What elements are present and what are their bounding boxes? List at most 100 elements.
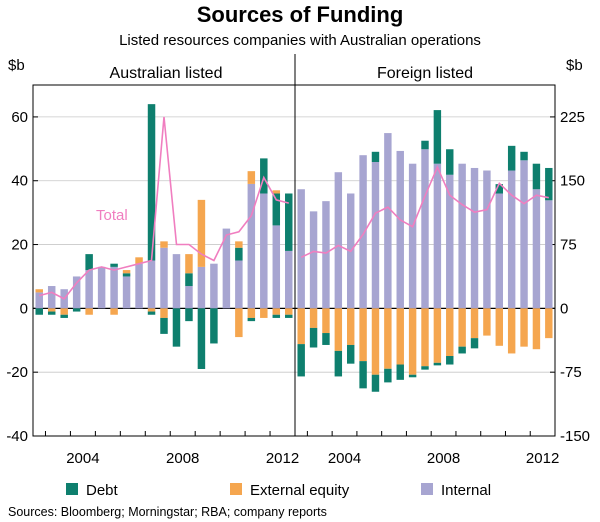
bar-internal	[470, 167, 479, 309]
y-tick-label: 0	[560, 300, 568, 317]
bar-debt	[334, 350, 343, 377]
bar-debt	[446, 356, 454, 365]
panel-title-foreign-listed: Foreign listed	[377, 65, 473, 82]
bar-debt	[285, 314, 293, 318]
bar-debt	[347, 344, 355, 364]
bar-debt	[545, 167, 553, 201]
bar-internal	[197, 266, 206, 309]
x-tick-label: 2004	[328, 450, 361, 467]
bar-internal	[483, 170, 491, 309]
legend-swatch-debt	[66, 483, 78, 495]
bar-debt	[147, 311, 156, 315]
bar-internal	[384, 133, 392, 309]
bar-debt	[458, 346, 466, 354]
bar-debt	[35, 308, 43, 315]
bar-equity	[272, 190, 281, 194]
y-tick-label: 20	[11, 237, 28, 254]
total-line	[39, 116, 289, 300]
bar-internal	[147, 260, 156, 309]
bar-equity	[60, 308, 68, 315]
x-tick-label: 2008	[166, 450, 199, 467]
bar-equity	[110, 308, 118, 315]
bar-internal	[260, 193, 268, 309]
bar-debt	[285, 193, 293, 251]
x-tick-label: 2012	[266, 450, 299, 467]
bar-equity	[520, 308, 528, 347]
bar-internal	[421, 149, 429, 309]
bar-internal	[396, 150, 404, 309]
bar-internal	[334, 172, 343, 309]
bar-internal	[72, 276, 81, 309]
bar-equity	[309, 308, 318, 328]
bar-debt	[507, 145, 516, 171]
bar-internal	[97, 266, 106, 309]
bar-internal	[520, 160, 528, 309]
legend-label-internal: Internal	[441, 482, 491, 499]
y-tick-label: -20	[6, 364, 28, 381]
bar-equity	[433, 308, 442, 363]
bar-debt	[433, 362, 442, 366]
bar-equity	[483, 308, 491, 336]
bar-internal	[297, 189, 305, 309]
bar-equity	[384, 308, 392, 369]
bar-debt	[359, 361, 367, 389]
x-tick-label: 2008	[427, 450, 460, 467]
bar-internal	[433, 163, 442, 309]
bar-internal	[309, 211, 318, 309]
bar-debt	[446, 149, 454, 175]
bar-debt	[433, 110, 442, 164]
bar-equity	[470, 308, 479, 339]
bar-debt	[272, 193, 281, 226]
bar-debt	[122, 273, 131, 277]
bar-internal	[172, 254, 181, 309]
legend-label-external-equity: External equity	[250, 482, 350, 499]
bar-equity	[247, 171, 256, 184]
legend-swatch-internal	[421, 483, 433, 495]
bar-equity	[446, 308, 454, 357]
bar-equity	[197, 199, 206, 267]
bar-equity	[507, 308, 516, 354]
bar-equity	[347, 308, 355, 345]
bar-equity	[160, 308, 168, 318]
bar-debt	[172, 308, 181, 347]
bar-equity	[47, 308, 56, 312]
bar-debt	[297, 344, 305, 377]
bar-internal	[371, 162, 380, 309]
bar-equity	[371, 308, 380, 375]
bar-debt	[520, 151, 528, 161]
bar-debt	[72, 308, 81, 312]
bar-debt	[60, 314, 68, 318]
bar-internal	[532, 189, 541, 309]
bar-internal	[359, 155, 367, 309]
legend: Debt External equity Internal	[66, 482, 491, 499]
bar-equity	[421, 308, 429, 367]
legend-swatch-external-equity	[230, 483, 242, 495]
bar-internal	[222, 228, 231, 309]
bar-equity	[260, 308, 268, 318]
bar-equity	[135, 257, 143, 264]
total-line	[300, 165, 549, 259]
x-tick-label: 2012	[526, 450, 559, 467]
legend-label-debt: Debt	[86, 482, 119, 499]
bar-equity	[122, 270, 131, 274]
bar-debt	[160, 317, 168, 334]
bar-internal	[160, 247, 168, 309]
bar-debt	[235, 247, 243, 261]
bar-debt	[322, 333, 330, 345]
bar-internal	[122, 276, 131, 309]
bar-internal	[135, 263, 143, 309]
bar-debt	[421, 366, 429, 370]
bar-internal	[210, 263, 218, 309]
bar-debt	[371, 374, 380, 392]
bar-debt	[147, 104, 156, 261]
bar-internal	[272, 225, 281, 309]
bar-internal	[235, 260, 243, 309]
bar-internal	[85, 270, 93, 309]
bar-debt	[532, 163, 541, 190]
bar-equity	[235, 308, 243, 338]
bar-internal	[47, 286, 56, 309]
bar-equity	[322, 308, 330, 334]
y-tick-label: -75	[560, 364, 582, 381]
chart-subtitle: Listed resources companies with Australi…	[119, 32, 481, 49]
